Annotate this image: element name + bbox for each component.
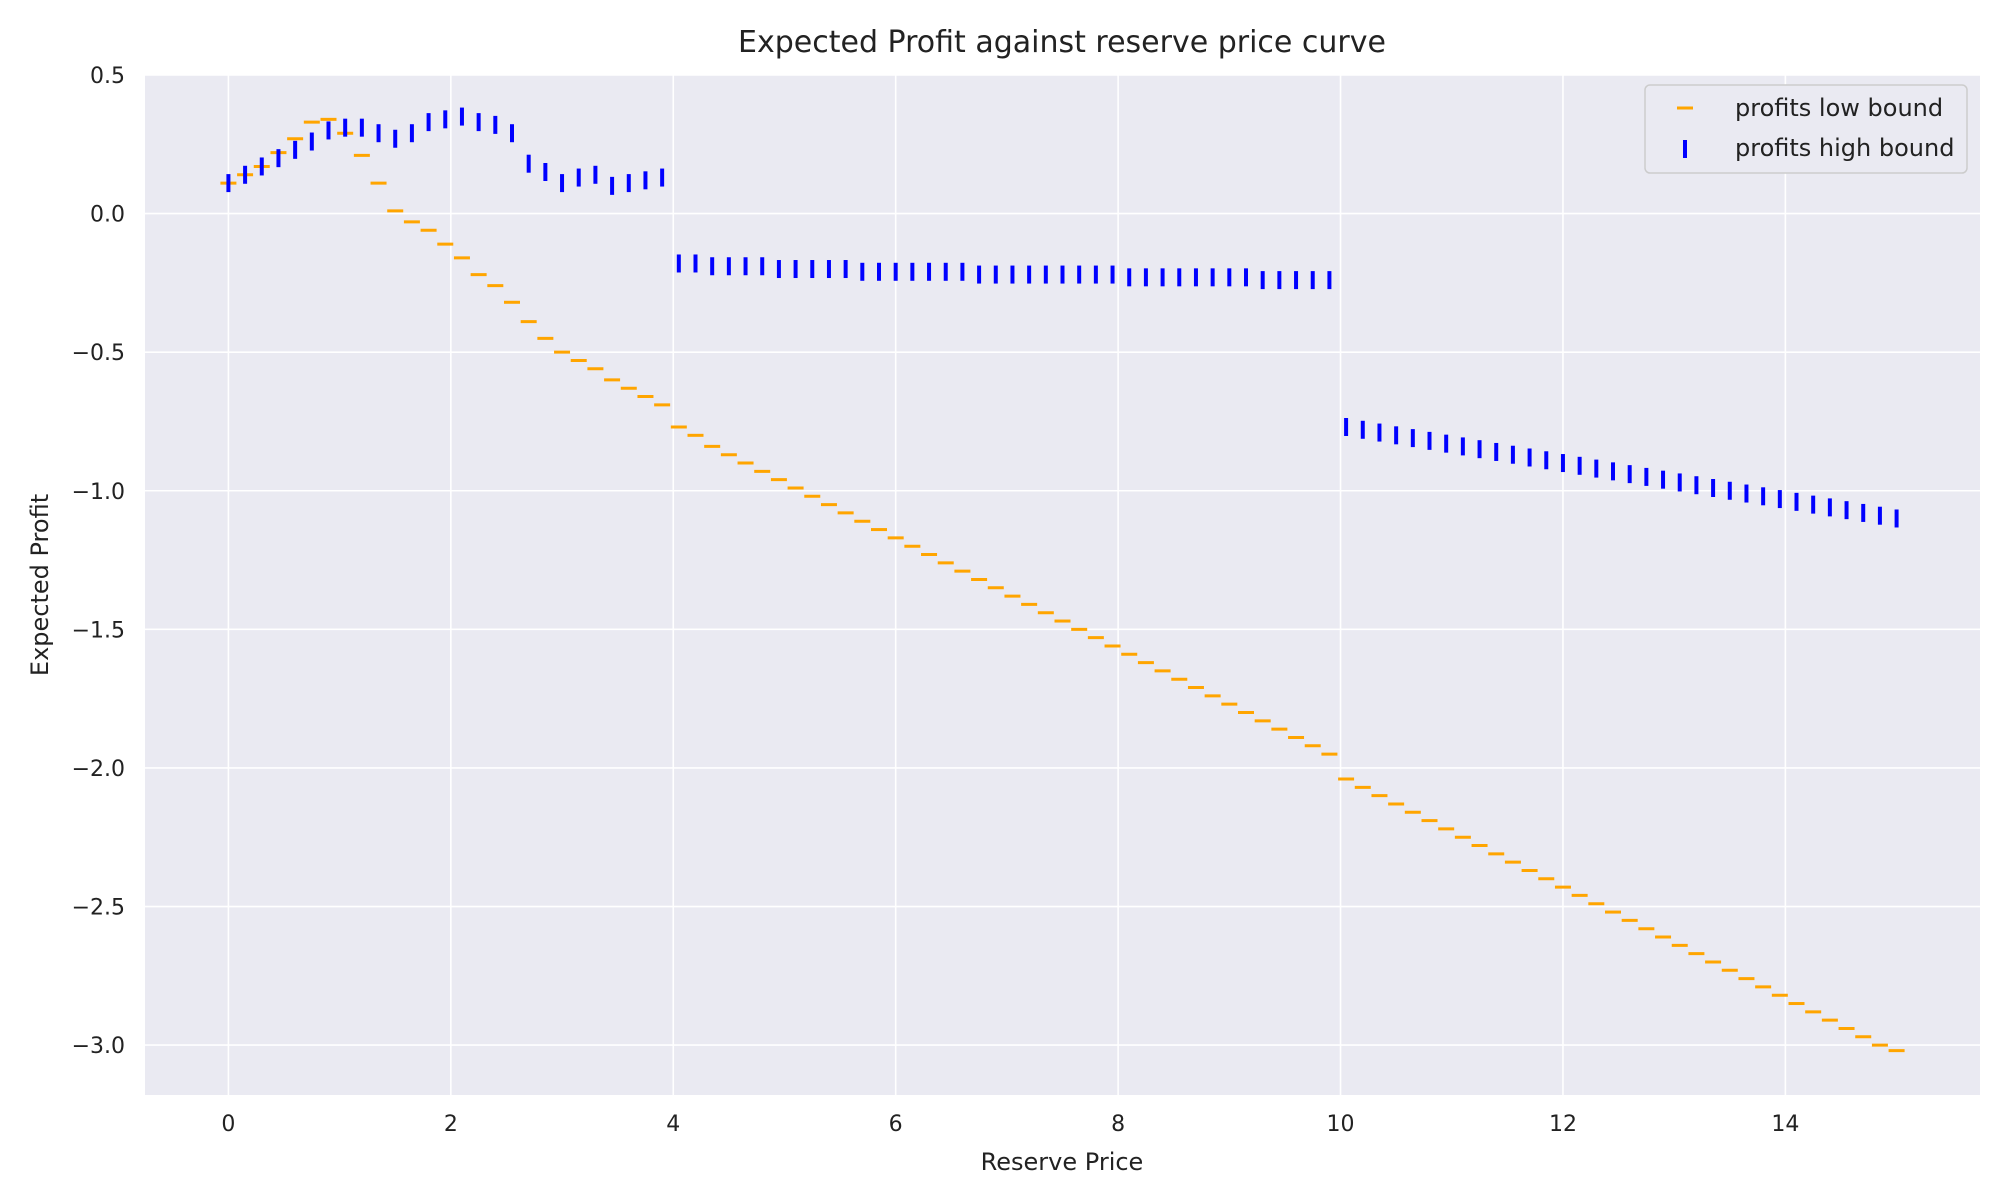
x-tick-label: 6	[889, 1112, 903, 1137]
x-tick-label: 0	[221, 1112, 235, 1137]
x-tick-label: 14	[1771, 1112, 1799, 1137]
chart-title: Expected Profit against reserve price cu…	[738, 25, 1386, 60]
series-low-bound	[220, 117, 1905, 1053]
y-tick-labels: 0.5 0.0 −0.5 −1.0 −1.5 −2.0 −2.5 −3.0	[72, 64, 125, 1059]
series-high-bound	[226, 107, 1899, 528]
y-tick-label: −0.5	[72, 341, 125, 366]
x-axis-label: Reserve Price	[981, 1148, 1144, 1176]
y-axis-label: Expected Profit	[26, 494, 54, 676]
x-tick-label: 8	[1111, 1112, 1125, 1137]
grid	[145, 74, 1980, 1095]
plot-area	[145, 75, 1980, 1095]
x-tick-labels: 0 2 4 6 8 10 12 14	[221, 1112, 1799, 1137]
y-tick-label: 0.5	[90, 64, 125, 89]
y-tick-label: −1.5	[72, 618, 125, 643]
legend-box	[1644, 84, 1968, 174]
y-tick-label: −2.5	[72, 896, 125, 921]
y-tick-label: 0.0	[90, 203, 125, 228]
x-tick-label: 4	[666, 1112, 680, 1137]
y-tick-label: −2.0	[72, 757, 125, 782]
legend-label-low: profits low bound	[1735, 94, 1943, 122]
legend: profits low bound profits high bound	[1644, 84, 1968, 174]
x-tick-label: 10	[1327, 1112, 1355, 1137]
x-tick-label: 12	[1549, 1112, 1577, 1137]
y-tick-label: −1.0	[72, 480, 125, 505]
legend-label-high: profits high bound	[1735, 134, 1954, 162]
x-tick-label: 2	[444, 1112, 458, 1137]
y-tick-label: −3.0	[72, 1034, 125, 1059]
